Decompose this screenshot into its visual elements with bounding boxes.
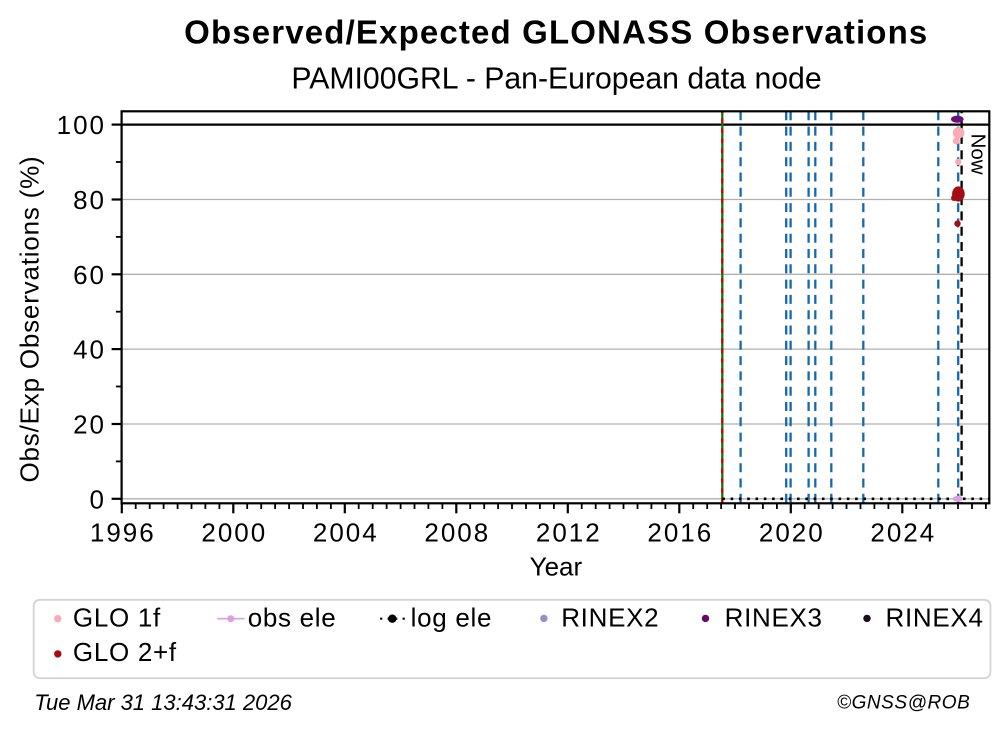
svg-text:Observed/Expected GLONASS Obse: Observed/Expected GLONASS Observations — [184, 13, 928, 50]
svg-text:obs ele: obs ele — [248, 602, 337, 632]
svg-text:2004: 2004 — [313, 517, 379, 547]
svg-text:RINEX2: RINEX2 — [561, 602, 659, 632]
svg-text:2020: 2020 — [759, 517, 825, 547]
svg-text:0: 0 — [90, 484, 106, 514]
svg-text:RINEX4: RINEX4 — [886, 602, 984, 632]
svg-text:2008: 2008 — [424, 517, 490, 547]
svg-text:Tue Mar 31 13:43:31 2026: Tue Mar 31 13:43:31 2026 — [34, 690, 292, 715]
svg-text:2012: 2012 — [536, 517, 602, 547]
svg-text:GLO 1f: GLO 1f — [73, 602, 161, 632]
svg-text:2000: 2000 — [201, 517, 267, 547]
svg-text:40: 40 — [73, 335, 106, 365]
svg-text:©GNSS@ROB: ©GNSS@ROB — [837, 693, 970, 714]
svg-text:60: 60 — [73, 260, 106, 290]
svg-text:2016: 2016 — [647, 517, 713, 547]
svg-text:80: 80 — [73, 185, 106, 215]
svg-text:1996: 1996 — [90, 517, 156, 547]
svg-text:log ele: log ele — [411, 602, 493, 632]
svg-text:PAMI00GRL - Pan-European data: PAMI00GRL - Pan-European data node — [291, 62, 821, 95]
svg-text:20: 20 — [73, 410, 106, 440]
svg-text:Obs/Exp Observations (%): Obs/Exp Observations (%) — [15, 156, 45, 483]
svg-text:RINEX3: RINEX3 — [725, 602, 823, 632]
svg-text:Year: Year — [530, 552, 583, 582]
svg-text:2024: 2024 — [870, 517, 936, 547]
svg-text:GLO 2+f: GLO 2+f — [73, 637, 177, 667]
svg-text:100: 100 — [57, 110, 106, 140]
svg-text:Now: Now — [966, 134, 989, 175]
